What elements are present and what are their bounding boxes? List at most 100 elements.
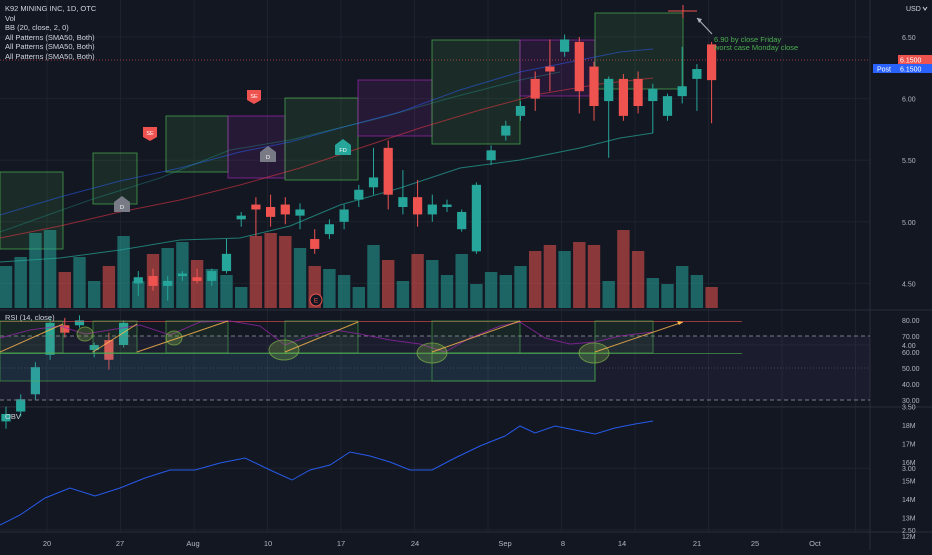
volume-bar <box>705 287 718 308</box>
rsi-axis-label: 30.00 <box>902 398 920 405</box>
candle-body <box>324 224 334 235</box>
volume-bar <box>617 230 630 308</box>
volume-bar <box>646 278 659 308</box>
marker-se-2-shape <box>247 90 261 104</box>
symbol-title[interactable]: K92 MINING INC, 1D, OTC <box>5 4 97 13</box>
price-axis-label: 4.50 <box>902 281 916 288</box>
annotation-arrowhead <box>697 18 702 23</box>
legend-patterns-3[interactable]: All Patterns (SMA50, Both) <box>5 51 95 61</box>
candle-body <box>133 277 143 284</box>
candle-body <box>515 105 526 116</box>
price-axis-label: 4.00 <box>902 343 916 350</box>
candle-body <box>89 345 99 350</box>
bb-basis-line <box>0 71 561 233</box>
x-axis-label: Sep <box>498 539 511 548</box>
candle-body <box>530 78 540 99</box>
legend-bb[interactable]: BB (20, close, 2, 0) <box>5 23 69 32</box>
rsi-trend-arrow <box>136 320 229 353</box>
x-axis-label: 8 <box>561 539 565 548</box>
candle-body <box>604 78 614 102</box>
volume-bar <box>484 272 498 308</box>
post-label: Post <box>877 67 891 74</box>
candle-body <box>413 197 423 215</box>
candle-body <box>354 189 364 200</box>
x-axis-label: Oct <box>809 539 822 548</box>
candle-body <box>427 204 437 215</box>
candle-body <box>648 88 658 102</box>
legend-patterns-1[interactable]: All Patterns (SMA50, Both) <box>5 32 95 42</box>
candle-body <box>295 209 305 216</box>
marker-se-2: SE <box>247 90 261 104</box>
price-axis-label: 6.00 <box>902 97 916 104</box>
candle-body <box>633 78 643 106</box>
candle-body <box>148 276 158 286</box>
marker-d-1-text: D <box>120 205 124 211</box>
post-price-tag <box>898 64 932 73</box>
obv-axis-label: 17M <box>902 442 916 449</box>
volume-bar <box>43 230 57 308</box>
marker-earnings: E <box>309 293 323 307</box>
volume-bar <box>0 266 13 308</box>
marker-d-2-shape <box>260 146 276 162</box>
rsi-line <box>0 320 654 353</box>
pattern-box <box>165 115 229 173</box>
volume-bar <box>367 245 380 308</box>
obv-axis-label: 16M <box>902 460 916 467</box>
rsi-top-line <box>0 321 742 322</box>
candle-body <box>1 413 11 422</box>
volume-bar <box>426 260 439 308</box>
candle-body <box>368 177 379 188</box>
obv-label[interactable]: OBV <box>5 412 21 421</box>
marker-se-1-shape <box>143 127 157 141</box>
legend-patterns-2[interactable]: All Patterns (SMA50, Both) <box>5 42 95 51</box>
marker-se-1: SE <box>143 127 157 141</box>
obv-axis-label: 18M <box>902 423 916 430</box>
volume-bar <box>514 266 527 308</box>
legend-vol[interactable]: Vol <box>5 13 16 23</box>
volume-bar <box>102 266 116 308</box>
price-axis-label: 3.50 <box>902 405 916 412</box>
rsi-label[interactable]: RSI (14, close) <box>5 313 55 322</box>
rsi-trend-arrow <box>92 323 138 353</box>
annotation-line2: worst case Monday close <box>713 43 798 52</box>
candle-body <box>251 204 261 210</box>
candle-body <box>707 44 717 81</box>
rsi-axis-label: 60.00 <box>902 350 920 357</box>
volume-bar <box>264 233 277 308</box>
sma-line <box>0 77 654 239</box>
annotation-line1: 6.90 by close Friday <box>714 35 781 44</box>
volume-bar <box>602 281 615 308</box>
candle-body <box>207 271 217 281</box>
candle-body <box>442 204 452 208</box>
candle-body <box>662 96 673 116</box>
volume-bar <box>58 272 71 308</box>
volume-bar <box>117 236 130 308</box>
rsi-highlight-ellipse <box>416 342 448 364</box>
volume-bar <box>352 287 365 308</box>
volume-bar <box>88 281 101 308</box>
x-axis-label: 10 <box>264 539 272 548</box>
post-tag <box>873 64 898 73</box>
candle-body <box>163 280 173 286</box>
marker-se-1-text: SE <box>146 131 154 137</box>
volume-bar <box>455 254 468 308</box>
rsi-band <box>0 336 870 400</box>
candle-body <box>618 78 628 116</box>
rsi-trend-arrow <box>0 323 64 353</box>
price-axis-label: 5.50 <box>902 158 916 165</box>
volume-bar <box>235 287 248 308</box>
volume-bar <box>440 275 454 308</box>
candle-body <box>192 277 202 281</box>
volume-bar <box>411 254 424 308</box>
volume-bar <box>29 233 42 308</box>
last-price-tag <box>898 55 932 64</box>
candle-body <box>280 204 290 215</box>
volume-bar <box>73 257 86 308</box>
marker-d-1: D <box>114 196 130 212</box>
rsi-axis-label: 70.00 <box>902 334 920 341</box>
obv-line <box>0 420 654 526</box>
currency-dropdown-icon <box>922 6 928 11</box>
candle-body <box>692 69 702 79</box>
